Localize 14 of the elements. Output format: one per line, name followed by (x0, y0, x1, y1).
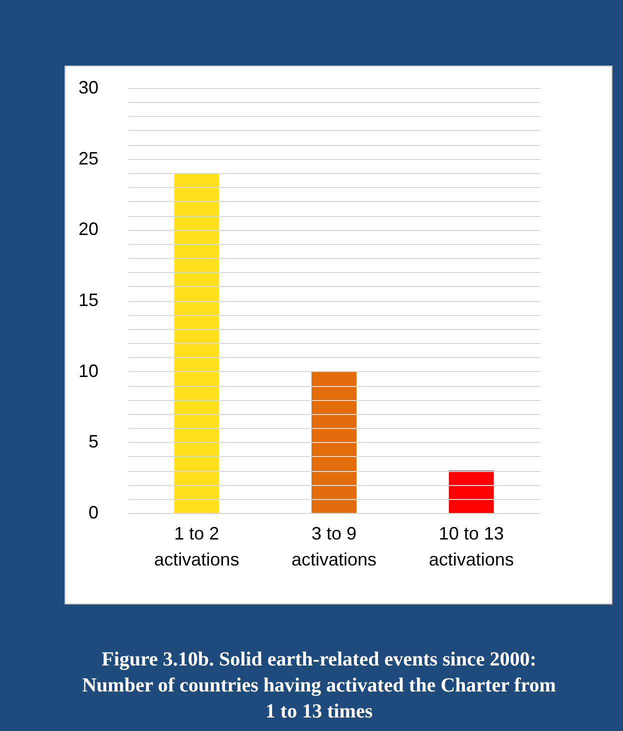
bar (174, 173, 220, 513)
bar (312, 371, 356, 513)
text: Figure 3.10b. Solid earth-related events since 2000: Number of countries having activated the Charter from 1 to 13 times (82, 648, 556, 722)
x-tick-label: 10 to 13 activations (428, 524, 514, 570)
y-tick-label: 10 (78, 360, 98, 381)
bar (448, 470, 494, 513)
y-tick-label: 25 (78, 148, 98, 168)
y-tick-label: 20 (78, 219, 98, 240)
x-tick-label: 3 to 9 activations (291, 524, 377, 570)
y-tick-label: 0 (88, 502, 98, 522)
x-tick-label: 1 to 2 activations (154, 524, 240, 570)
y-tick-label: 30 (78, 78, 98, 98)
y-tick-label: 15 (78, 290, 98, 310)
y-tick-label: 5 (88, 432, 98, 452)
